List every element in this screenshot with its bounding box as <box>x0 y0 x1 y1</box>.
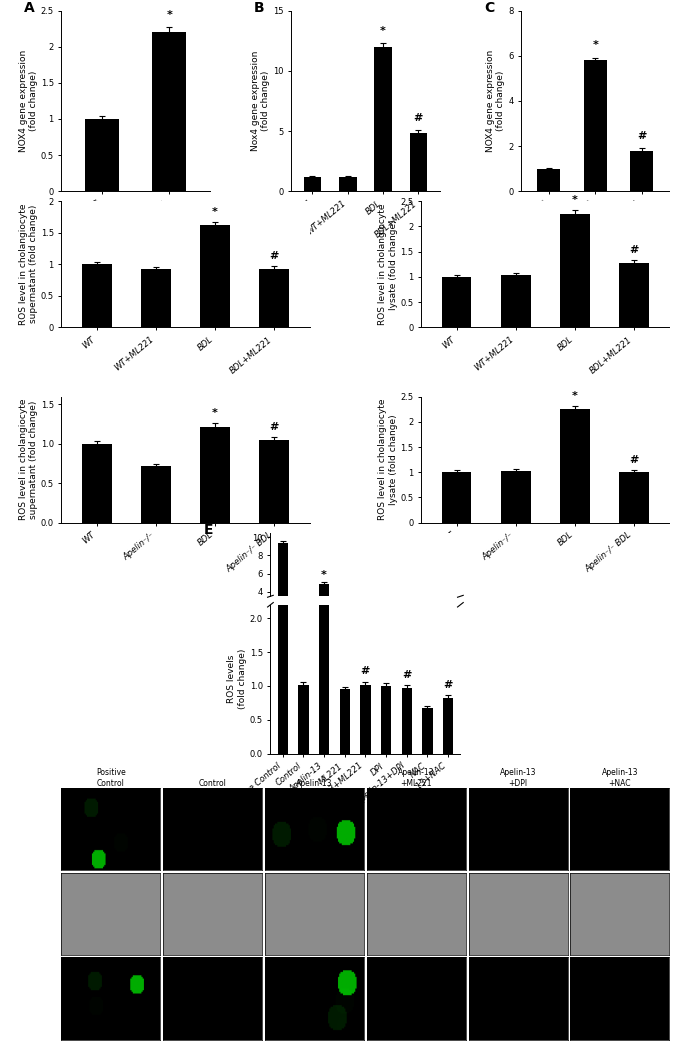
Bar <box>443 698 453 754</box>
Bar <box>584 60 607 191</box>
Y-axis label: ROS levels
(fold change): ROS levels (fold change) <box>227 649 247 710</box>
Bar <box>442 472 471 523</box>
Text: *: * <box>380 26 386 36</box>
Y-axis label: ROS level in cholangiocyte
supernatant (fold change): ROS level in cholangiocyte supernatant (… <box>18 204 38 326</box>
Y-axis label: NOX4 gene expression
(fold change): NOX4 gene expression (fold change) <box>486 49 505 152</box>
Bar <box>152 33 186 191</box>
Bar <box>278 118 288 754</box>
Text: #: # <box>629 455 639 465</box>
Bar <box>278 543 288 628</box>
Bar <box>381 620 391 628</box>
Bar <box>339 176 357 191</box>
Text: #: # <box>361 667 370 676</box>
Y-axis label: Nox4 gene expression
(fold change): Nox4 gene expression (fold change) <box>251 50 270 151</box>
Title: Apelin-13
+NAC: Apelin-13 +NAC <box>602 769 638 788</box>
Text: #: # <box>270 422 279 432</box>
Bar <box>260 440 289 523</box>
Bar <box>619 472 649 523</box>
Bar <box>339 620 350 628</box>
Bar <box>82 444 112 523</box>
Text: F: F <box>61 756 71 770</box>
Text: #: # <box>414 113 423 123</box>
Y-axis label: NOX4 gene expression
(fold change): NOX4 gene expression (fold change) <box>18 49 38 152</box>
Bar <box>319 584 329 628</box>
Bar <box>443 621 453 628</box>
Text: *: * <box>572 391 578 401</box>
Bar <box>442 277 471 328</box>
Bar <box>85 119 119 191</box>
Bar <box>630 150 653 191</box>
Text: *: * <box>212 207 218 217</box>
Text: E: E <box>204 523 214 537</box>
Title: Apelin-13: Apelin-13 <box>296 779 333 788</box>
Bar <box>538 169 561 191</box>
Title: Apelin-13
+DPI: Apelin-13 +DPI <box>500 769 536 788</box>
Text: E: E <box>25 522 35 536</box>
Y-axis label: ROS level in cholangiocyte
lysate (fold change): ROS level in cholangiocyte lysate (fold … <box>378 204 398 326</box>
Text: #: # <box>402 670 411 679</box>
Title: Apelin-13
+ML221: Apelin-13 +ML221 <box>398 769 434 788</box>
Bar <box>422 622 432 628</box>
Bar <box>402 620 412 628</box>
Bar <box>339 689 350 754</box>
Y-axis label: ROS level in cholangiocyte
lysate (fold change): ROS level in cholangiocyte lysate (fold … <box>378 399 398 521</box>
Bar <box>501 275 531 328</box>
Text: B: B <box>254 1 265 16</box>
Bar <box>402 688 412 754</box>
Bar <box>298 685 309 754</box>
Text: *: * <box>321 569 327 580</box>
Text: #: # <box>629 245 639 255</box>
Text: #: # <box>270 251 279 261</box>
Bar <box>200 426 230 523</box>
Bar <box>260 269 289 328</box>
Y-axis label: ROS level in cholangiocyte
supernatant (fold change): ROS level in cholangiocyte supernatant (… <box>18 399 38 521</box>
Bar <box>304 176 321 191</box>
Bar <box>410 133 427 191</box>
Bar <box>360 685 371 754</box>
Bar <box>560 410 589 523</box>
Text: C: C <box>484 1 494 16</box>
Text: #: # <box>637 131 646 141</box>
Bar <box>319 425 329 754</box>
Bar <box>141 466 171 523</box>
Bar <box>374 46 392 191</box>
Text: A: A <box>25 1 35 16</box>
Text: *: * <box>572 195 578 205</box>
Title: Control: Control <box>199 779 227 788</box>
Text: *: * <box>167 9 172 20</box>
Text: D: D <box>25 194 36 209</box>
Bar <box>422 708 432 754</box>
Text: *: * <box>592 40 598 50</box>
Bar <box>381 686 391 754</box>
Text: *: * <box>212 408 218 418</box>
Text: #: # <box>443 680 453 690</box>
Bar <box>82 265 112 328</box>
Bar <box>360 618 371 628</box>
Bar <box>619 262 649 328</box>
Bar <box>141 269 171 328</box>
Bar <box>298 618 309 628</box>
Bar <box>501 471 531 523</box>
Bar <box>200 225 230 328</box>
Title: Positive
Control: Positive Control <box>96 769 126 788</box>
Bar <box>560 214 589 328</box>
